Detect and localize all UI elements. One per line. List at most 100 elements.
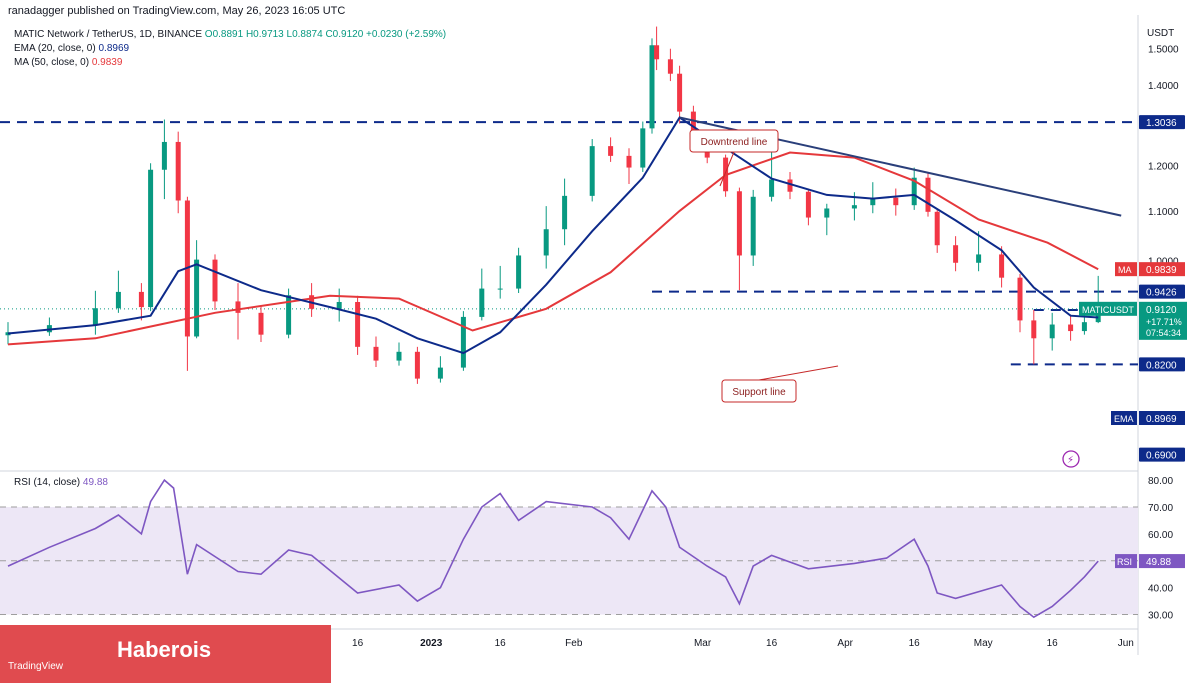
support-annotation-box bbox=[721, 379, 797, 403]
price-tick-label: 1.1000 bbox=[1148, 207, 1179, 218]
legend-ema-value: 0.8969 bbox=[98, 43, 130, 54]
time-tick-label: 16 bbox=[352, 638, 364, 649]
publisher-note: ranadagger published on TradingView.com,… bbox=[8, 5, 346, 17]
rsi-tick-label: 70.00 bbox=[1148, 503, 1173, 514]
candle-body bbox=[414, 351, 420, 379]
level-price-label: 0.8200 bbox=[1146, 360, 1177, 371]
rsi-line bbox=[7, 478, 1099, 619]
rsi-value-label: 49.88 bbox=[1146, 557, 1171, 568]
rsi-legend-value: 49.88 bbox=[82, 477, 108, 488]
candle-body bbox=[870, 197, 876, 206]
price-tick-label: 1.2000 bbox=[1148, 161, 1179, 172]
rsi-name-label: RSI bbox=[1117, 557, 1132, 567]
lightning-icon-glyph: ⚡ bbox=[1067, 455, 1074, 466]
candle-body bbox=[212, 259, 218, 302]
legend-ema-row[interactable]: EMA (20, close, 0) 0.8969 bbox=[14, 42, 446, 56]
legend-symbol: MATIC Network / TetherUS, 1D, BINANCE bbox=[14, 29, 203, 40]
candle-body bbox=[626, 155, 632, 168]
candle-body bbox=[787, 179, 793, 192]
level-price-label: 1.3036 bbox=[1146, 118, 1177, 129]
level-price-tag bbox=[1139, 284, 1185, 299]
ema-name-tag bbox=[1111, 411, 1137, 425]
ma-price-tag bbox=[1139, 262, 1185, 277]
tradingview-logo: TradingView bbox=[8, 661, 64, 672]
legend-ema-label: EMA (20, close, 0) bbox=[14, 43, 96, 54]
current-change-label: +17.71% bbox=[1146, 317, 1182, 327]
candle-body bbox=[396, 351, 402, 361]
candle-body bbox=[1031, 320, 1037, 339]
level-price-tag bbox=[1139, 357, 1185, 372]
candle-body bbox=[92, 308, 98, 326]
time-tick-label: Apr bbox=[837, 638, 853, 649]
candle-body bbox=[824, 208, 830, 218]
rsi-legend[interactable]: RSI (14, close) 49.88 bbox=[14, 477, 108, 488]
watermark-brand: Haberois bbox=[117, 637, 212, 662]
candle-body bbox=[649, 45, 655, 129]
candle-body bbox=[138, 291, 144, 308]
candle-body bbox=[148, 169, 154, 308]
candle-body bbox=[479, 288, 485, 317]
ema-price-tag bbox=[1139, 411, 1185, 425]
ma-price-label: 0.9839 bbox=[1146, 265, 1177, 276]
candle-body bbox=[194, 259, 200, 337]
current-price-label: 0.9120 bbox=[1146, 305, 1177, 316]
candle-body bbox=[286, 295, 292, 335]
level-price-label: 0.6900 bbox=[1146, 451, 1177, 462]
candle-body bbox=[460, 316, 466, 368]
candle-body bbox=[893, 197, 899, 206]
downtrend-annotation-pointer bbox=[719, 151, 735, 187]
candle-body bbox=[175, 141, 181, 201]
candle-body bbox=[690, 111, 696, 140]
candle-body bbox=[258, 312, 264, 335]
time-tick-label: May bbox=[974, 638, 993, 649]
rsi-tick-label: 40.00 bbox=[1148, 584, 1173, 595]
candle-countdown-label: 07:54:34 bbox=[1146, 328, 1181, 338]
candle-body bbox=[677, 73, 683, 112]
lightning-icon bbox=[1062, 450, 1080, 468]
candle-body bbox=[976, 254, 982, 263]
legend-ohlc: O0.8891 H0.9713 L0.8874 C0.9120 +0.0230 … bbox=[204, 29, 447, 40]
candle-body bbox=[1049, 324, 1055, 339]
candle-body bbox=[769, 179, 775, 197]
rsi-tick-label: 60.00 bbox=[1148, 530, 1173, 541]
candle-body bbox=[589, 146, 595, 196]
time-tick-label: 16 bbox=[1047, 638, 1059, 649]
ma-50-line bbox=[7, 151, 1099, 346]
candle-body bbox=[355, 301, 361, 347]
support-annotation-text: Support line bbox=[732, 387, 786, 398]
candle-body bbox=[235, 301, 241, 313]
candle-body bbox=[516, 255, 522, 289]
rsi-tick-label: 30.00 bbox=[1148, 611, 1173, 622]
candle-body bbox=[115, 291, 121, 309]
candle-body bbox=[161, 141, 167, 170]
candle-body bbox=[805, 191, 811, 218]
legend-ma-row[interactable]: MA (50, close, 0) 0.9839 bbox=[14, 56, 446, 70]
candle-body bbox=[1081, 322, 1087, 332]
candle-body bbox=[640, 128, 646, 168]
candle-body bbox=[373, 346, 379, 361]
support-annotation-pointer bbox=[758, 365, 839, 381]
price-tick-label: 1.5000 bbox=[1148, 45, 1179, 56]
time-tick-label: 16 bbox=[909, 638, 921, 649]
legend-symbol-row[interactable]: MATIC Network / TetherUS, 1D, BINANCE O0… bbox=[14, 28, 446, 42]
time-tick-label: 16 bbox=[766, 638, 778, 649]
time-tick-label: Jun bbox=[1118, 638, 1134, 649]
price-axis-currency: USDT bbox=[1147, 28, 1175, 39]
level-price-tag bbox=[1139, 447, 1185, 462]
rsi-name-tag bbox=[1115, 554, 1137, 569]
time-tick-label: 2023 bbox=[420, 638, 443, 649]
candle-body bbox=[934, 211, 940, 246]
current-price-tag bbox=[1139, 301, 1187, 340]
level-price-tag bbox=[1139, 115, 1185, 130]
candle-body bbox=[608, 146, 614, 156]
candle-body bbox=[736, 191, 742, 256]
candle-body bbox=[851, 205, 857, 209]
candle-body bbox=[654, 45, 660, 60]
ma-name-label: MA bbox=[1118, 265, 1132, 275]
candle-body bbox=[562, 195, 568, 230]
ema-price-label: 0.8969 bbox=[1146, 414, 1177, 425]
symbol-name-tag bbox=[1079, 301, 1137, 316]
ma-name-tag bbox=[1115, 262, 1137, 277]
candle-body bbox=[911, 177, 917, 206]
